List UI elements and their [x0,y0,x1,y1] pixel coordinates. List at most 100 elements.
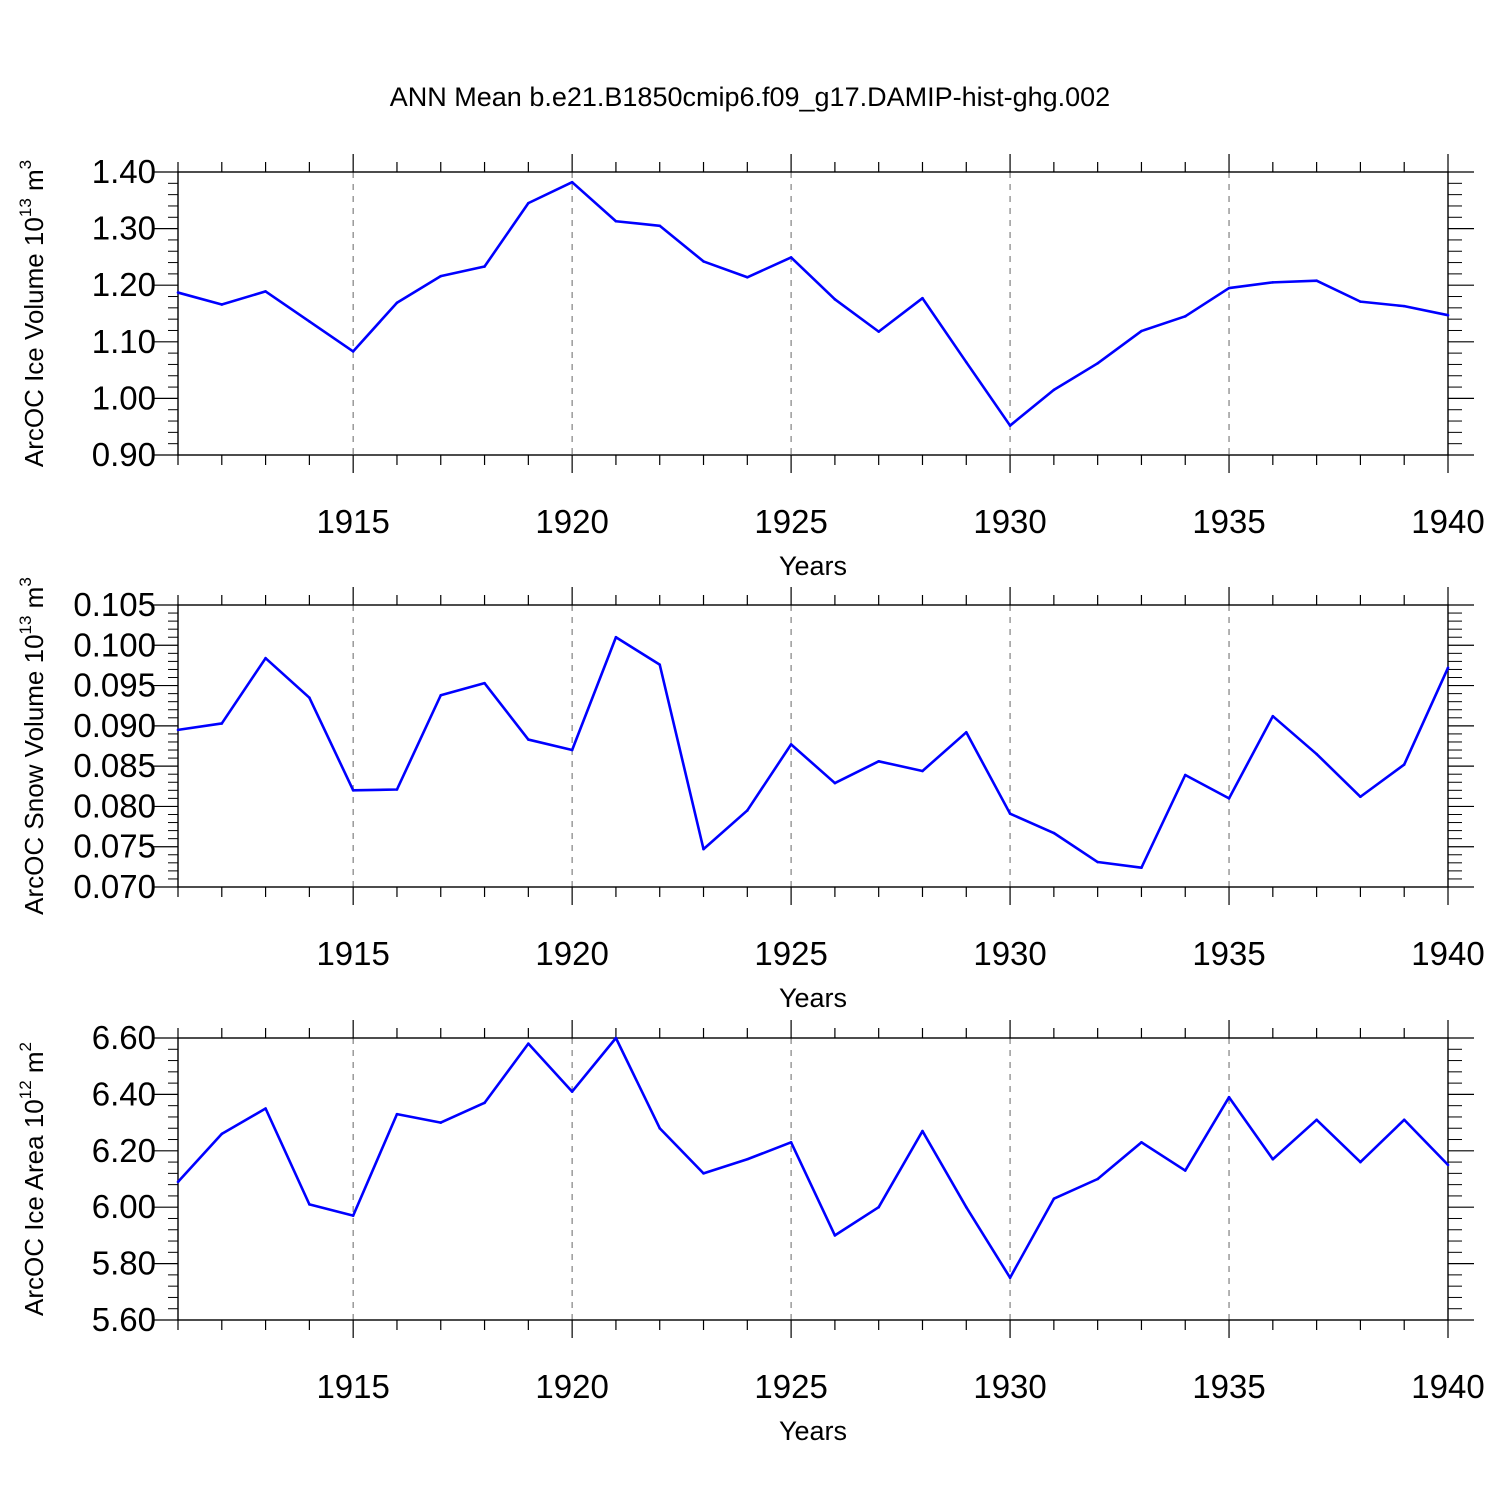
data-point [395,301,399,305]
data-point [1008,812,1012,815]
y-tick-label: 0.080 [73,787,156,824]
y-tick-label: 1.40 [92,153,156,190]
data-point [527,201,530,205]
data-point [1140,866,1143,869]
data-point [921,1129,924,1133]
y-axis-label: ArcOC Ice Volume 1013 m3 [16,160,49,467]
data-point [921,296,924,300]
data-point [658,1126,662,1130]
series-line-2 [177,635,1450,869]
y-tick-label: 0.090 [73,707,156,744]
x-tick-label-1935: 1935 [1192,1368,1265,1405]
data-point [1271,1157,1275,1161]
y-tick-label: 1.20 [92,266,156,303]
y-tick-label: 1.30 [92,210,156,247]
data-point [1052,1197,1056,1201]
x-tick-label-1935: 1935 [1192,503,1265,540]
data-point [527,738,530,741]
x-tick-label-1935: 1935 [1192,935,1265,972]
data-point [1227,1095,1231,1099]
panels: 0.90 1.00 1.10 1.20 1.30 1.40 1915 1920 1925 1930… [16,153,1485,1446]
plot-frame [177,171,1449,456]
data-point [351,350,355,353]
data-point [1183,773,1187,777]
data-point [308,696,311,699]
data-point [1402,763,1406,766]
x-tick-label-1940: 1940 [1411,503,1484,540]
data-point [877,330,880,333]
data-point [351,789,355,792]
data-point [877,760,880,763]
series-line-3 [177,1036,1449,1279]
data-point [1096,362,1099,365]
data-point [614,1036,618,1040]
data-point [570,180,574,184]
y-tick-label: 0.100 [73,626,156,663]
data-point [702,847,705,851]
data-point [921,769,924,773]
data-point [1359,795,1362,799]
data-point [483,1101,486,1105]
x-axis-label: Years [779,551,847,581]
data-point [1271,281,1275,284]
data-point [1359,300,1362,303]
x-tick-label-1930: 1930 [973,935,1046,972]
x-tick-label-1915: 1915 [316,935,389,972]
data-point [483,681,486,685]
data-point [1315,752,1318,756]
data-point [614,219,618,223]
y-tick-label: 1.10 [92,323,156,360]
data-point [833,781,837,785]
x-tick-label-1940: 1940 [1411,935,1484,972]
data-point [964,1205,968,1209]
x-axis-label: Years [779,1416,847,1446]
y-tick-label: 0.085 [73,747,156,784]
data-point [1446,313,1450,317]
data-point [789,1141,793,1144]
data-point [264,656,267,660]
data-point [570,748,574,752]
data-point [351,1214,355,1217]
data-point [614,635,618,639]
y-tick-label: 0.90 [92,436,156,473]
data-point [1227,286,1231,290]
data-point [439,274,443,278]
data-point [658,663,662,666]
data-point [264,290,267,293]
figure-title: ANN Mean b.e21.B1850cmip6.f09_g17.DAMIP-… [390,82,1110,112]
data-point [483,265,486,268]
data-point [439,1121,443,1124]
data-point [789,743,793,746]
data-point [220,303,224,306]
data-point [702,260,705,263]
data-point [746,809,749,812]
data-point [308,1203,311,1206]
data-point [1315,279,1318,282]
data-point [527,1042,530,1045]
plot-frame [177,604,1449,888]
data-point [176,1180,180,1184]
x-tick-label-1940: 1940 [1411,1368,1484,1405]
x-tick-label-1915: 1915 [316,1368,389,1405]
data-point [1446,1163,1450,1167]
data-point [1096,860,1099,864]
y-tick-label: 1.00 [92,379,156,416]
y-tick-label: 6.60 [92,1019,156,1056]
x-axis-label: Years [779,983,847,1013]
x-tick-label-1930: 1930 [973,1368,1046,1405]
data-point [395,1112,399,1116]
y-tick-label: 6.20 [92,1132,156,1169]
data-point [1183,315,1187,318]
x-tick-label-1925: 1925 [754,503,827,540]
y-tick-label: 0.105 [73,586,156,623]
panel-1: 0.90 1.00 1.10 1.20 1.30 1.40 1915 1920 1925 1930… [16,153,1485,581]
data-point [308,320,311,323]
data-point [1183,1169,1187,1172]
data-point [176,728,180,732]
data-point [789,256,793,259]
data-point [1271,714,1275,718]
y-axis-label: ArcOC Snow Volume 1013 m3 [16,577,49,915]
data-point [964,731,968,734]
